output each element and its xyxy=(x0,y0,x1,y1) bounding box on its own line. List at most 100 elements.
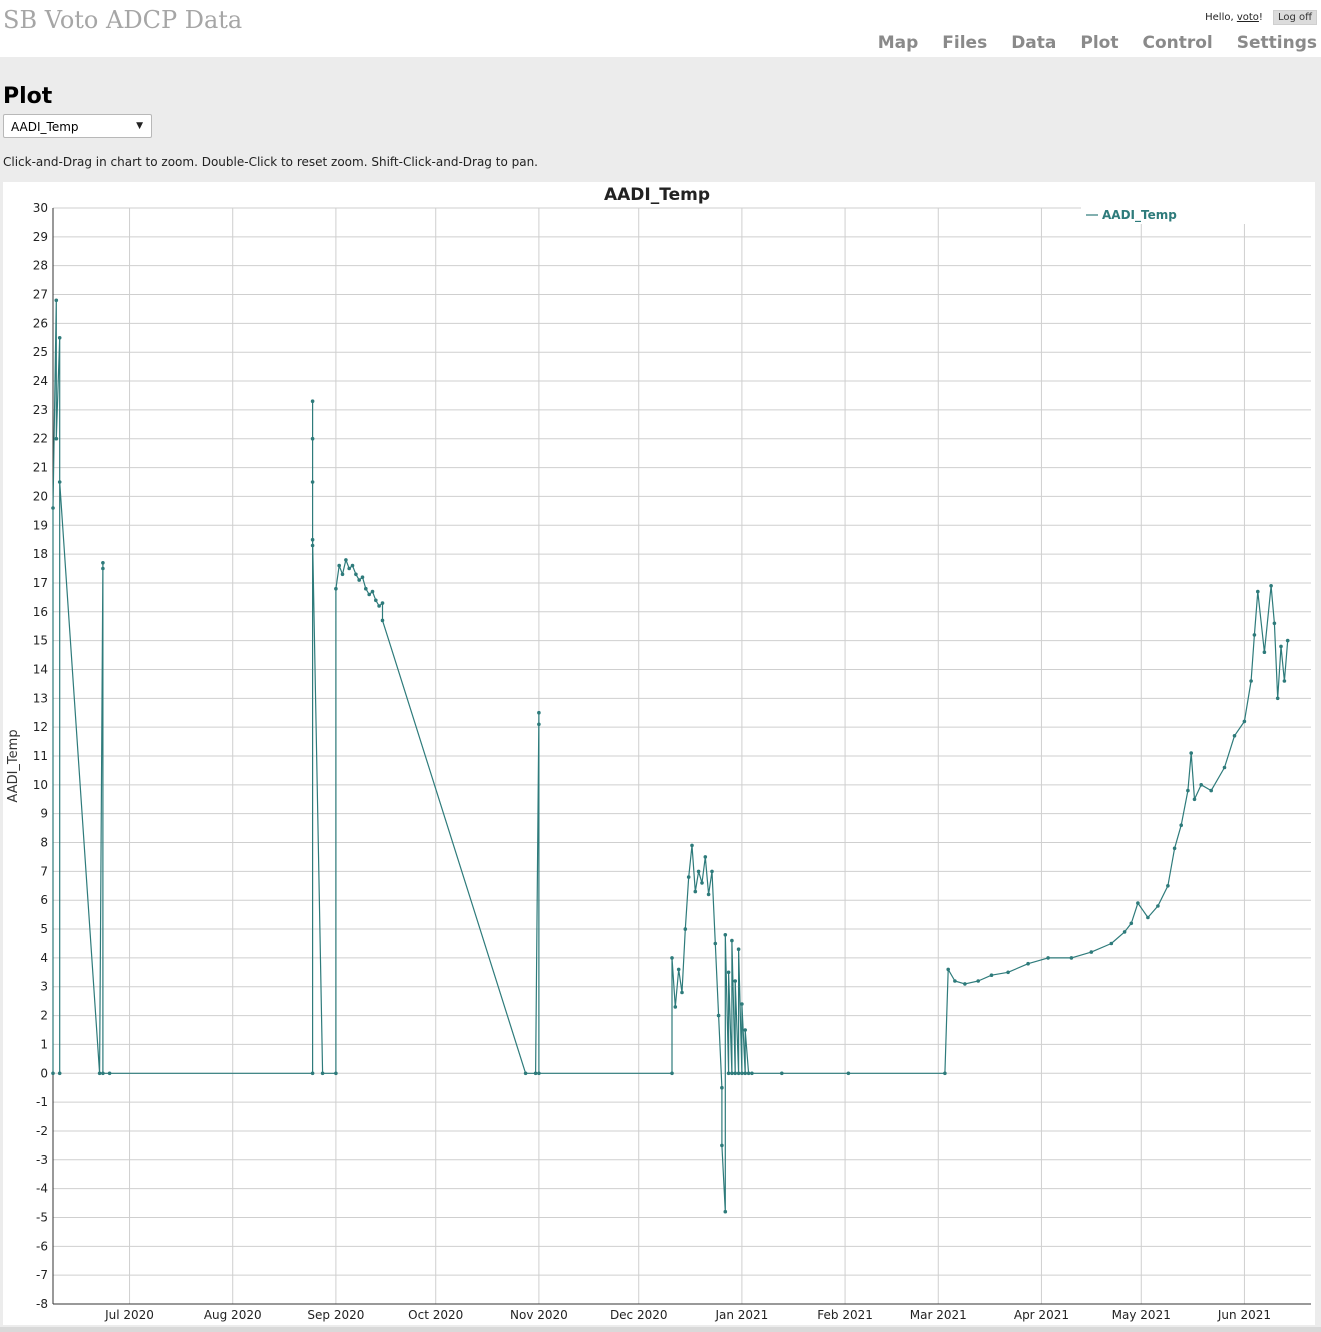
data-point xyxy=(670,1071,674,1076)
data-point xyxy=(736,947,741,951)
data-point xyxy=(310,480,315,484)
y-tick-label: -2 xyxy=(36,1124,48,1138)
data-point xyxy=(51,1071,55,1076)
y-tick-label: 25 xyxy=(33,345,48,359)
data-point xyxy=(700,881,704,885)
chart-grid xyxy=(53,207,1311,1305)
data-point xyxy=(1209,788,1213,793)
x-tick-label: Mar 2021 xyxy=(910,1308,967,1322)
data-point xyxy=(693,889,698,894)
data-point xyxy=(54,436,59,441)
y-axis-label: AADI_Temp xyxy=(6,729,21,802)
data-point xyxy=(51,506,55,510)
data-point xyxy=(380,618,385,623)
data-point xyxy=(1046,956,1050,960)
data-point xyxy=(57,1071,62,1076)
data-point xyxy=(533,1071,538,1076)
x-tick-label: May 2021 xyxy=(1112,1308,1171,1322)
y-tick-label: 27 xyxy=(33,288,48,302)
y-tick-label: -5 xyxy=(36,1210,48,1224)
data-point xyxy=(723,933,728,937)
data-point xyxy=(380,601,385,605)
y-tick-label: 14 xyxy=(33,662,48,676)
x-tick-label: Oct 2020 xyxy=(408,1308,463,1322)
y-axis-ticks: -8-7-6-5-4-3-2-1012345678910111213141516… xyxy=(33,201,48,1311)
data-point xyxy=(370,589,375,594)
y-tick-label: 5 xyxy=(40,922,48,936)
data-point xyxy=(696,869,701,874)
data-point xyxy=(1069,956,1074,960)
y-tick-label: 6 xyxy=(40,893,48,907)
y-tick-label: -4 xyxy=(36,1182,48,1196)
data-point xyxy=(1279,644,1283,649)
logoff-button[interactable]: Log off xyxy=(1272,10,1317,25)
data-point xyxy=(107,1071,112,1076)
nav-data[interactable]: Data xyxy=(1011,33,1057,53)
data-point xyxy=(1189,751,1193,755)
y-tick-label: 16 xyxy=(33,605,48,619)
data-point xyxy=(360,575,365,579)
data-point xyxy=(1122,930,1127,934)
data-point xyxy=(1172,846,1177,851)
data-point xyxy=(1262,650,1267,654)
y-tick-label: 4 xyxy=(40,951,48,965)
data-point xyxy=(683,927,688,931)
data-point xyxy=(703,855,708,859)
nav-map[interactable]: Map xyxy=(877,33,919,53)
data-point xyxy=(310,399,315,403)
data-point xyxy=(713,941,718,946)
data-point xyxy=(746,1071,751,1076)
data-point xyxy=(350,563,355,568)
y-tick-label: 21 xyxy=(33,461,48,475)
data-point xyxy=(706,892,711,897)
data-point xyxy=(1186,788,1190,793)
y-tick-label: 2 xyxy=(40,1009,48,1023)
data-point xyxy=(1232,734,1237,738)
data-point xyxy=(1282,679,1287,683)
y-tick-label: 3 xyxy=(40,980,48,994)
y-tick-label: -8 xyxy=(36,1297,48,1311)
chart-legend: AADI_Temp xyxy=(1081,206,1313,224)
chart-panel[interactable]: -8 -7 -6 -5 -4 -3 -2 -1 0 1 2 3 4 5 6 7 8 9 10 11 12 13 14 15 16… xyxy=(3,182,1315,1325)
data-point xyxy=(989,973,994,977)
data-point xyxy=(730,1071,734,1076)
data-point xyxy=(720,1085,724,1090)
chart-instructions: Click-and-Drag in chart to zoom. Double-… xyxy=(3,155,538,169)
line-chart[interactable]: -8-7-6-5-4-3-2-1012345678910111213141516… xyxy=(3,182,1315,1325)
nav-files[interactable]: Files xyxy=(942,33,988,53)
nav-plot[interactable]: Plot xyxy=(1080,33,1119,53)
y-tick-label: 24 xyxy=(33,374,48,388)
data-point xyxy=(846,1071,851,1076)
data-point xyxy=(1256,589,1260,594)
data-point xyxy=(1129,921,1134,926)
data-point xyxy=(97,1071,102,1076)
data-point xyxy=(1146,915,1150,920)
data-point xyxy=(686,875,691,879)
data-point xyxy=(743,1071,747,1076)
data-point xyxy=(1166,884,1170,888)
data-point xyxy=(943,1071,947,1076)
greeting-prefix: Hello, xyxy=(1205,12,1237,23)
variable-select[interactable]: AADI_Temp ▼ xyxy=(3,114,152,138)
data-point xyxy=(720,1143,724,1148)
data-point xyxy=(740,1071,744,1076)
y-tick-label: 8 xyxy=(40,836,48,850)
user-box: Hello, voto! Log off xyxy=(1205,10,1317,25)
nav-control[interactable]: Control xyxy=(1142,33,1213,53)
nav-settings[interactable]: Settings xyxy=(1236,33,1317,53)
data-point xyxy=(976,979,980,983)
data-point xyxy=(676,967,681,972)
data-point xyxy=(670,956,674,960)
data-point xyxy=(953,979,957,983)
data-point xyxy=(730,938,734,943)
data-point xyxy=(334,1071,338,1076)
y-tick-label: 11 xyxy=(33,749,48,763)
y-tick-label: 26 xyxy=(33,316,48,330)
data-point xyxy=(374,598,378,603)
x-tick-label: Dec 2020 xyxy=(610,1308,668,1322)
username-link[interactable]: voto xyxy=(1236,12,1259,23)
data-point xyxy=(780,1071,784,1076)
y-tick-label: 15 xyxy=(33,634,48,648)
y-tick-label: 18 xyxy=(33,547,48,561)
x-tick-label: Jul 2020 xyxy=(104,1308,154,1322)
